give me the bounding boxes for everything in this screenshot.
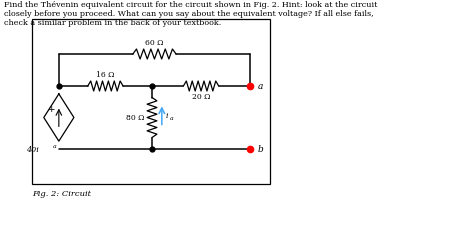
Text: Find the Thévenin equivalent circuit for the circuit shown in Fig. 2. Hint: look: Find the Thévenin equivalent circuit for… [4, 1, 377, 27]
Text: a: a [170, 116, 174, 121]
Text: Fig. 2: Circuit: Fig. 2: Circuit [32, 190, 91, 198]
Text: 60 Ω: 60 Ω [145, 39, 164, 47]
Text: 80 Ω: 80 Ω [126, 114, 144, 122]
Text: 16 Ω: 16 Ω [96, 71, 115, 79]
Text: a: a [258, 81, 264, 90]
Bar [32, 19, 270, 184]
Text: b: b [258, 144, 264, 153]
Text: a: a [53, 144, 56, 149]
Text: i: i [166, 112, 168, 120]
Text: 40i: 40i [26, 146, 39, 154]
Text: +: + [47, 105, 55, 114]
Text: 20 Ω: 20 Ω [192, 93, 210, 101]
